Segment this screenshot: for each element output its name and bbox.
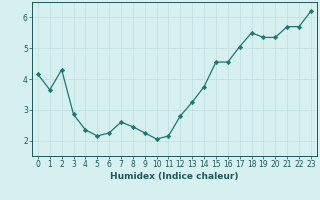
X-axis label: Humidex (Indice chaleur): Humidex (Indice chaleur) [110,172,239,181]
